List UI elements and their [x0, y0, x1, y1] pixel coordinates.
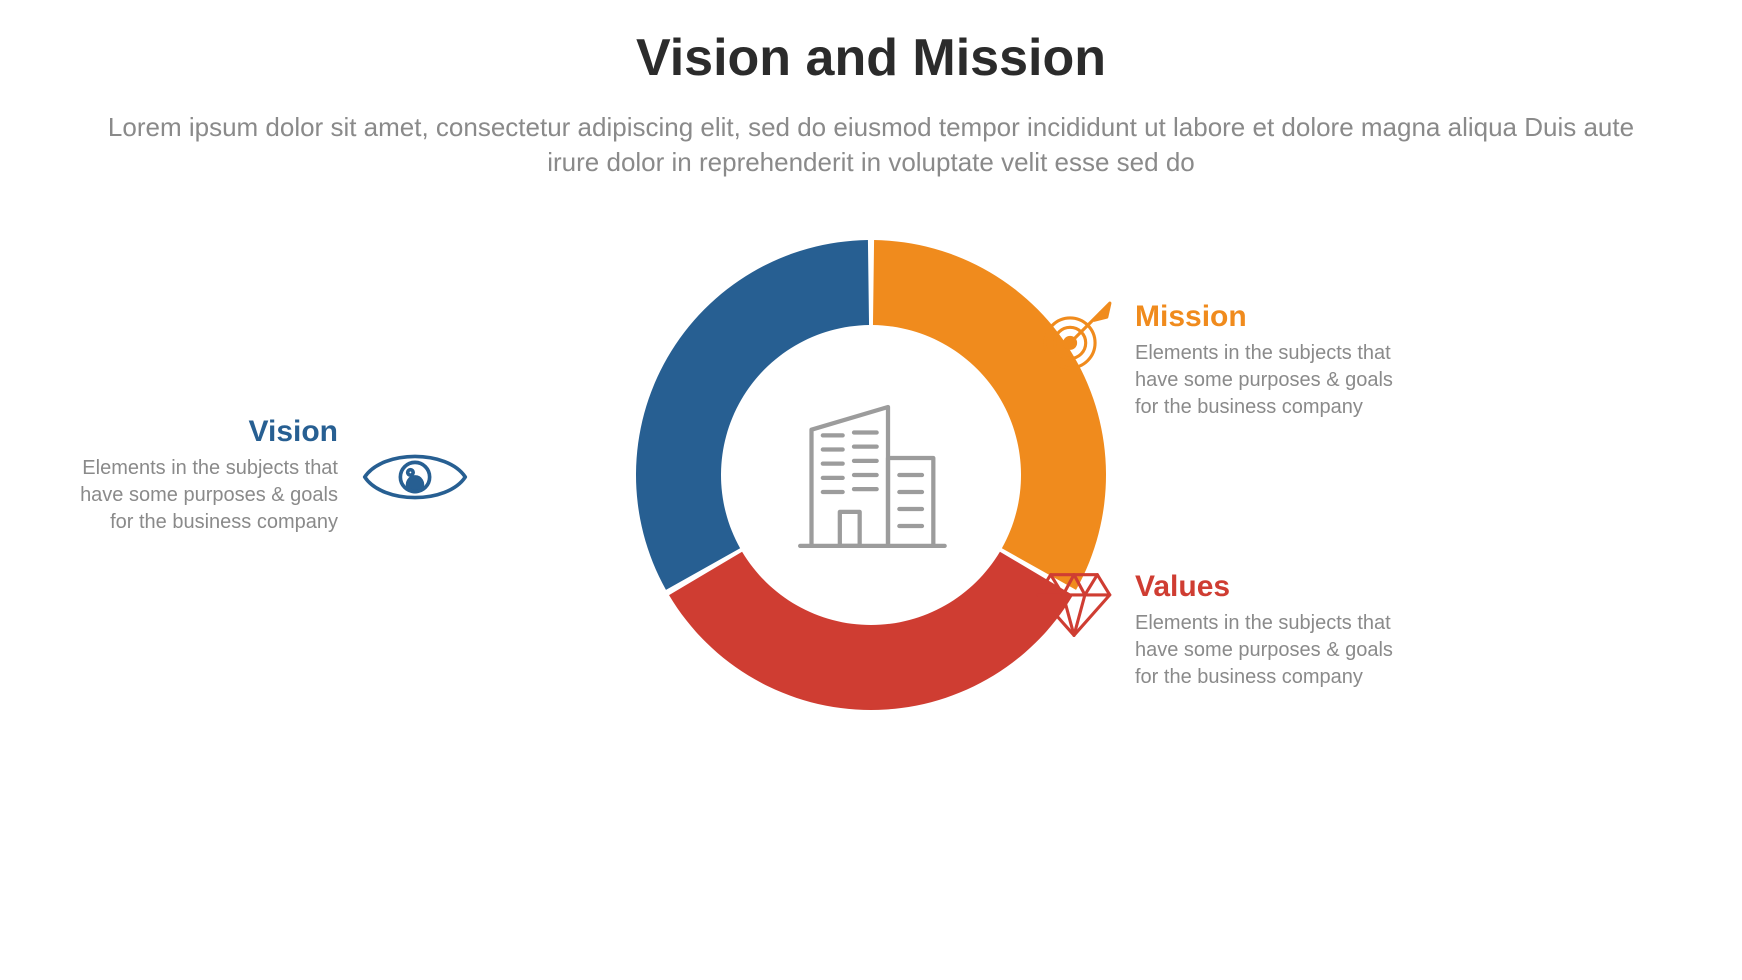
callout-mission-text: Mission Elements in the subjects that ha…: [1135, 300, 1415, 421]
callout-values-label: Values: [1135, 570, 1415, 604]
callout-vision-text: Vision Elements in the subjects that hav…: [40, 415, 338, 536]
callout-mission: Mission Elements in the subjects that ha…: [1035, 300, 1415, 421]
callout-vision-desc: Elements in the subjects that have some …: [58, 455, 338, 536]
target-icon: [1035, 300, 1113, 378]
diamond-icon: [1035, 570, 1113, 640]
callout-vision: Vision Elements in the subjects that hav…: [40, 415, 470, 536]
building-icon: [786, 390, 956, 560]
infographic-page: Vision and Mission Lorem ipsum dolor sit…: [0, 0, 1742, 980]
page-subtitle: Lorem ipsum dolor sit amet, consectetur …: [81, 110, 1661, 180]
callout-vision-label: Vision: [249, 415, 338, 449]
callout-values-text: Values Elements in the subjects that hav…: [1135, 570, 1415, 691]
callout-values-desc: Elements in the subjects that have some …: [1135, 610, 1415, 691]
callout-mission-label: Mission: [1135, 300, 1415, 334]
callout-mission-desc: Elements in the subjects that have some …: [1135, 340, 1415, 421]
eye-icon: [360, 445, 470, 509]
callout-values: Values Elements in the subjects that hav…: [1035, 570, 1415, 691]
page-title: Vision and Mission: [0, 28, 1742, 88]
donut-segment-values: [669, 552, 1073, 710]
